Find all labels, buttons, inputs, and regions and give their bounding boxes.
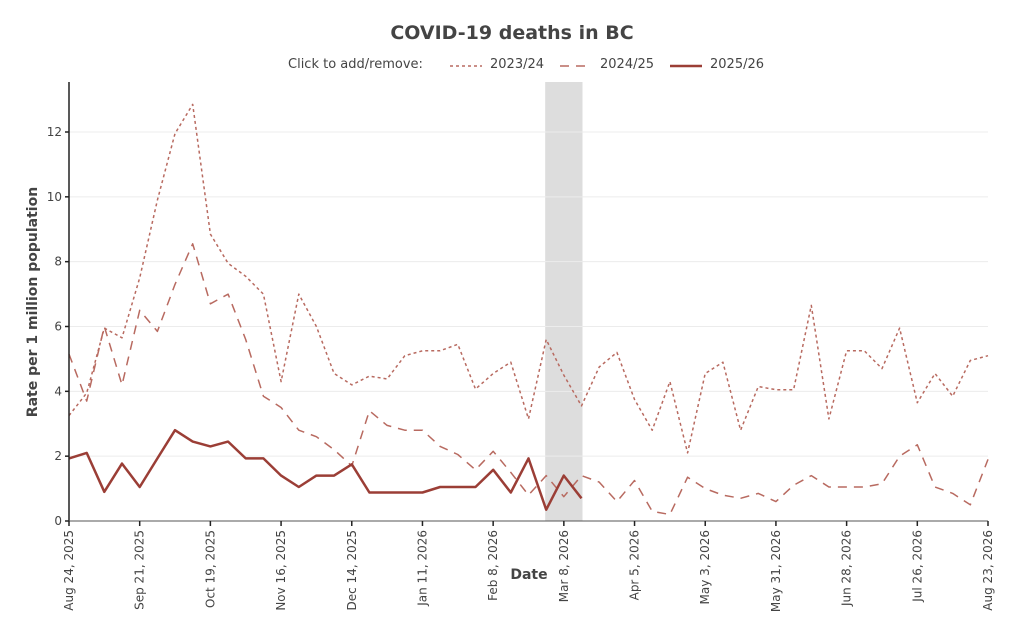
current-period-highlight [545,82,583,521]
series-line-2024-25 [68,243,989,516]
x-tick-label: Mar 8, 2026 [557,530,571,602]
legend-label: 2024/25 [600,57,655,72]
x-tick-label: Aug 23, 2026 [981,530,995,611]
x-tick-label: Oct 19, 2025 [203,530,217,608]
legend-label: 2023/24 [490,57,545,72]
x-tick-label: May 3, 2026 [698,530,712,604]
y-tick-label: 10 [47,190,62,204]
x-tick-label: Apr 5, 2026 [628,530,642,600]
chart-title: COVID-19 deaths in BC [390,22,634,44]
y-tick-label: 2 [54,449,62,463]
y-tick-label: 4 [54,384,62,398]
x-tick-label: Jan 11, 2026 [415,530,429,607]
x-tick-label: Aug 24, 2025 [62,530,76,611]
x-tick-label: Jun 28, 2026 [840,530,854,607]
series-line-2023-24 [68,103,989,454]
legend-swatch-dotted-icon [450,65,482,67]
legend-swatch-dashed-icon [560,65,592,67]
x-axis-title: Date [510,567,547,583]
x-tick-label: Jul 26, 2026 [910,530,924,603]
x-tick-label: Feb 8, 2026 [486,530,500,601]
y-tick-label: 6 [54,320,62,334]
y-axis-title: Rate per 1 million population [25,187,41,417]
x-tick-label: Dec 14, 2025 [345,530,359,610]
series-line-2025-26 [68,428,583,511]
x-tick-label: May 31, 2026 [769,530,783,612]
legend-swatch-solid-icon [670,64,702,68]
legend-label: 2025/26 [710,57,765,72]
y-tick-label: 12 [47,125,62,139]
y-tick-label: 8 [54,255,62,269]
x-tick-label: Sep 21, 2025 [133,530,147,610]
x-tick-label: Nov 16, 2025 [274,530,288,611]
legend-hint: Click to add/remove: [288,57,423,72]
y-tick-label: 0 [54,514,62,528]
